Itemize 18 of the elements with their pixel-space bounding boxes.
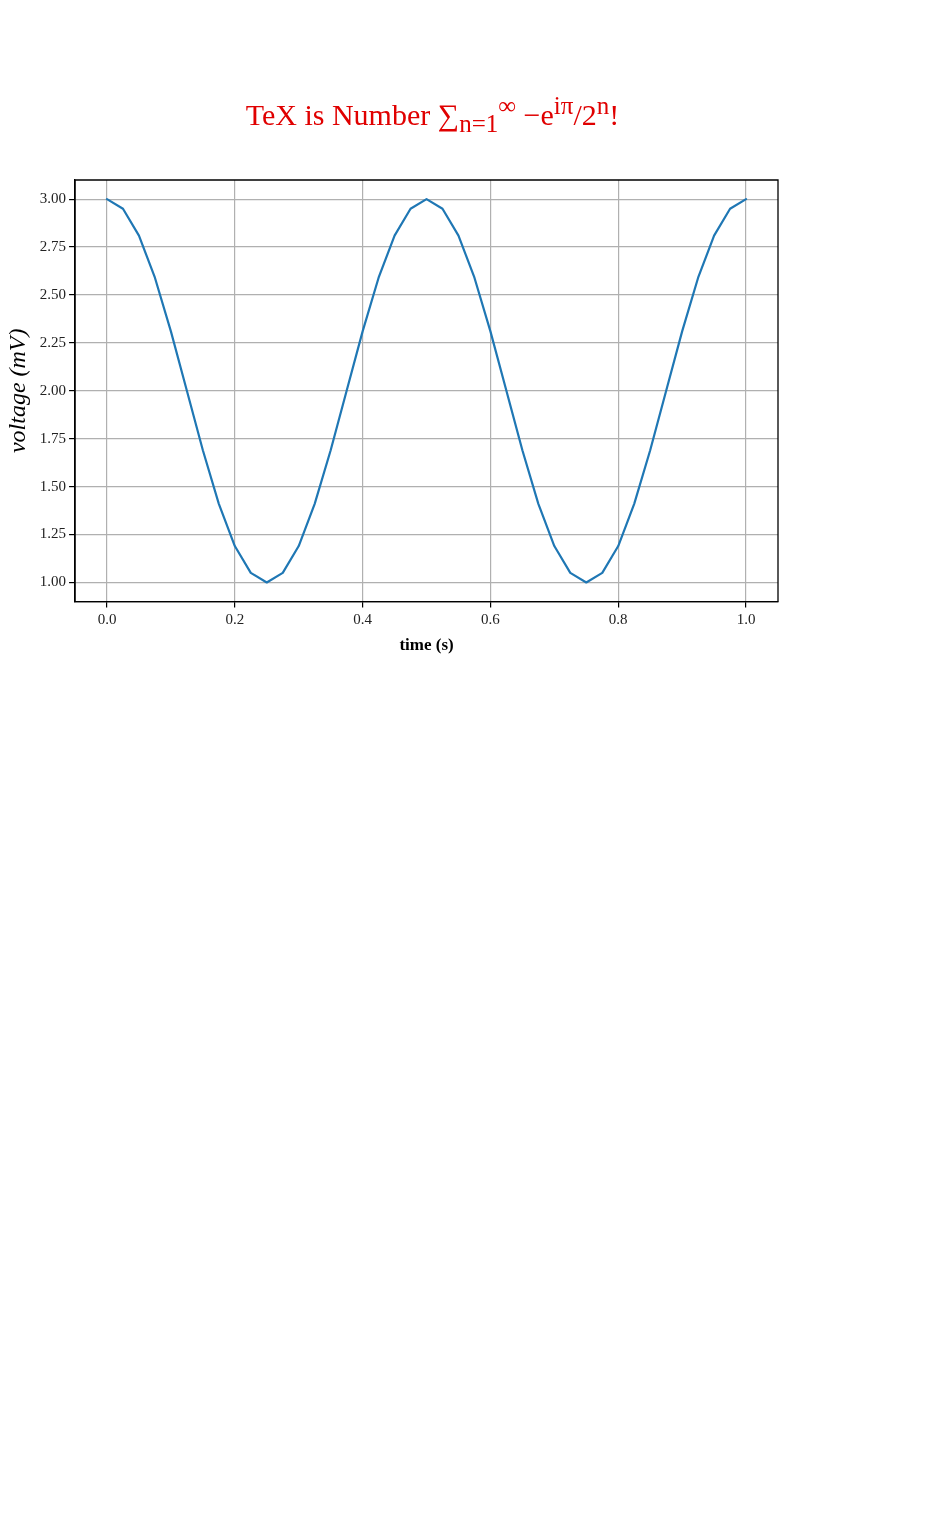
y-tick-label: 2.50 [39, 285, 67, 302]
y-tick-label: 1.50 [39, 477, 67, 494]
x-tick-label: 0.6 [481, 610, 501, 627]
y-axis-title: voltage (mV) [3, 328, 30, 454]
x-tick-label: 1.0 [736, 610, 756, 627]
y-tick-label: 3.00 [39, 190, 67, 207]
x-tick-label: 0.4 [353, 610, 373, 627]
y-tick-label: 2.25 [39, 333, 67, 350]
chart-title: TeX is Number ∑$_{n=1}$$^{∞}$ −e$^{iπ}$/2$^{n}$! [244, 92, 621, 138]
x-tick-label: 0.2 [225, 610, 245, 627]
y-tick-label: 2.75 [39, 238, 67, 255]
y-tick-label: 1.75 [39, 429, 67, 446]
x-tick-label: 0.8 [608, 610, 628, 627]
y-tick-label: 2.00 [39, 381, 67, 398]
y-tick-label: 1.25 [39, 525, 67, 542]
x-tick-label: 0.0 [97, 610, 117, 627]
x-axis-title: time (s) [399, 635, 454, 655]
y-tick-label: 1.00 [39, 573, 67, 590]
